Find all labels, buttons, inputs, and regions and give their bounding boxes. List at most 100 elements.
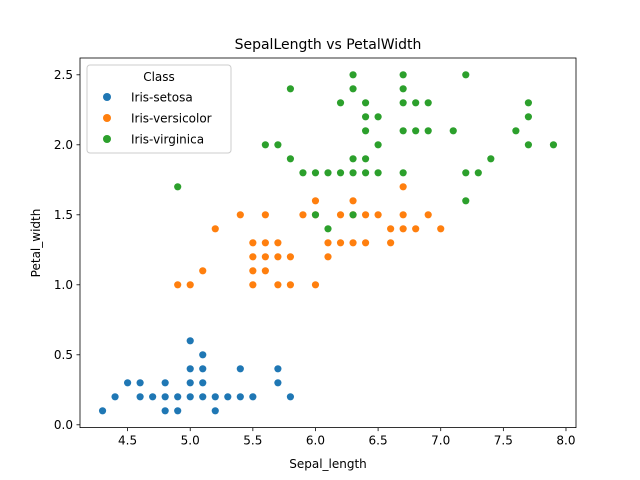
point-iris-virginica <box>361 155 370 163</box>
point-iris-virginica <box>399 85 407 93</box>
x-tick-label: 8.0 <box>556 434 575 448</box>
point-iris-versicolor <box>274 239 282 247</box>
y-tick-label: 2.5 <box>54 68 73 82</box>
point-iris-virginica <box>399 99 407 107</box>
point-iris-versicolor <box>437 225 445 233</box>
point-iris-virginica <box>349 85 357 93</box>
point-iris-setosa <box>249 393 257 401</box>
point-iris-versicolor <box>261 239 269 247</box>
x-ticks: 4.5 5.0 5.5 6.0 6.5 7.0 7.5 8.0 <box>118 427 576 448</box>
point-iris-virginica <box>462 169 470 177</box>
point-iris-versicolor <box>311 281 320 289</box>
y-tick-label: 0.5 <box>54 348 73 362</box>
point-iris-versicolor <box>387 225 395 233</box>
point-iris-setosa <box>161 379 169 387</box>
points-layer <box>98 71 558 415</box>
x-tick-label: 5.0 <box>181 434 200 448</box>
y-tick-label: 0.0 <box>54 418 73 432</box>
point-iris-setosa <box>274 365 282 373</box>
x-axis-label: Sepal_length <box>289 457 367 471</box>
point-iris-virginica <box>524 99 533 107</box>
point-iris-setosa <box>274 379 282 387</box>
point-iris-setosa <box>199 393 207 401</box>
point-iris-virginica <box>549 141 558 149</box>
point-iris-virginica <box>361 113 370 121</box>
point-iris-versicolor <box>399 183 407 191</box>
point-iris-versicolor <box>412 225 420 233</box>
point-iris-virginica <box>462 197 470 205</box>
point-iris-virginica <box>424 127 432 135</box>
y-tick-label: 2.0 <box>54 138 73 152</box>
point-iris-setosa <box>186 337 194 345</box>
point-iris-setosa <box>211 407 219 415</box>
point-iris-versicolor <box>349 239 357 247</box>
point-iris-versicolor <box>399 211 407 219</box>
point-iris-versicolor <box>336 239 345 247</box>
legend-title: Class <box>143 70 175 84</box>
axes-frame <box>79 57 577 429</box>
point-iris-virginica <box>424 99 432 107</box>
point-iris-setosa <box>236 393 244 401</box>
point-iris-versicolor <box>336 211 345 219</box>
point-iris-virginica <box>311 211 320 219</box>
point-iris-virginica <box>374 141 382 149</box>
x-tick-label: 7.0 <box>431 434 450 448</box>
legend-label-iris-setosa: Iris-setosa <box>131 90 193 104</box>
point-iris-versicolor <box>261 267 269 275</box>
point-iris-virginica <box>349 169 357 177</box>
legend: Class Iris-setosa Iris-versicolor Iris-vir… <box>86 64 232 154</box>
point-iris-virginica <box>412 127 420 135</box>
point-iris-versicolor <box>374 211 382 219</box>
point-iris-virginica <box>374 169 382 177</box>
point-iris-setosa <box>286 393 295 401</box>
point-iris-setosa <box>186 365 194 373</box>
point-iris-versicolor <box>311 197 320 205</box>
point-iris-virginica <box>274 141 282 149</box>
point-iris-virginica <box>462 71 470 79</box>
point-iris-virginica <box>336 99 345 107</box>
point-iris-virginica <box>361 169 370 177</box>
point-iris-virginica <box>286 85 295 93</box>
legend-label-iris-virginica: Iris-virginica <box>131 132 204 146</box>
point-iris-setosa <box>98 407 107 415</box>
point-iris-virginica <box>324 169 332 177</box>
point-iris-versicolor <box>199 267 207 275</box>
legend-marker-iris-versicolor <box>103 114 111 122</box>
point-iris-versicolor <box>424 211 432 219</box>
point-iris-virginica <box>399 71 407 79</box>
y-tick-label: 1.5 <box>54 208 73 222</box>
point-iris-virginica <box>524 141 533 149</box>
point-iris-versicolor <box>249 253 257 261</box>
x-tick-label: 4.5 <box>118 434 137 448</box>
point-iris-versicolor <box>286 253 295 261</box>
point-iris-setosa <box>111 393 119 401</box>
point-iris-versicolor <box>349 197 357 205</box>
point-iris-setosa <box>199 379 207 387</box>
point-iris-setosa <box>161 407 169 415</box>
point-iris-virginica <box>399 169 407 177</box>
point-iris-versicolor <box>261 211 269 219</box>
point-iris-virginica <box>299 169 307 177</box>
y-axis-label: Petal_width <box>29 209 43 278</box>
x-tick-label: 5.5 <box>243 434 262 448</box>
point-iris-versicolor <box>249 281 257 289</box>
point-iris-setosa <box>174 393 182 401</box>
point-iris-versicolor <box>211 225 219 233</box>
point-iris-virginica <box>324 225 332 233</box>
point-iris-setosa <box>186 379 194 387</box>
point-iris-virginica <box>286 155 295 163</box>
point-iris-versicolor <box>324 253 332 261</box>
point-iris-virginica <box>261 141 269 149</box>
x-tick-label: 6.5 <box>369 434 388 448</box>
point-iris-setosa <box>136 379 144 387</box>
point-iris-setosa <box>136 393 144 401</box>
point-iris-setosa <box>174 407 182 415</box>
point-iris-virginica <box>412 99 420 107</box>
point-iris-virginica <box>474 169 482 177</box>
point-iris-versicolor <box>286 281 295 289</box>
point-iris-setosa <box>211 393 219 401</box>
chart-title: SepalLength vs PetalWidth <box>235 37 422 53</box>
point-iris-versicolor <box>274 281 282 289</box>
x-tick-label: 7.5 <box>494 434 513 448</box>
